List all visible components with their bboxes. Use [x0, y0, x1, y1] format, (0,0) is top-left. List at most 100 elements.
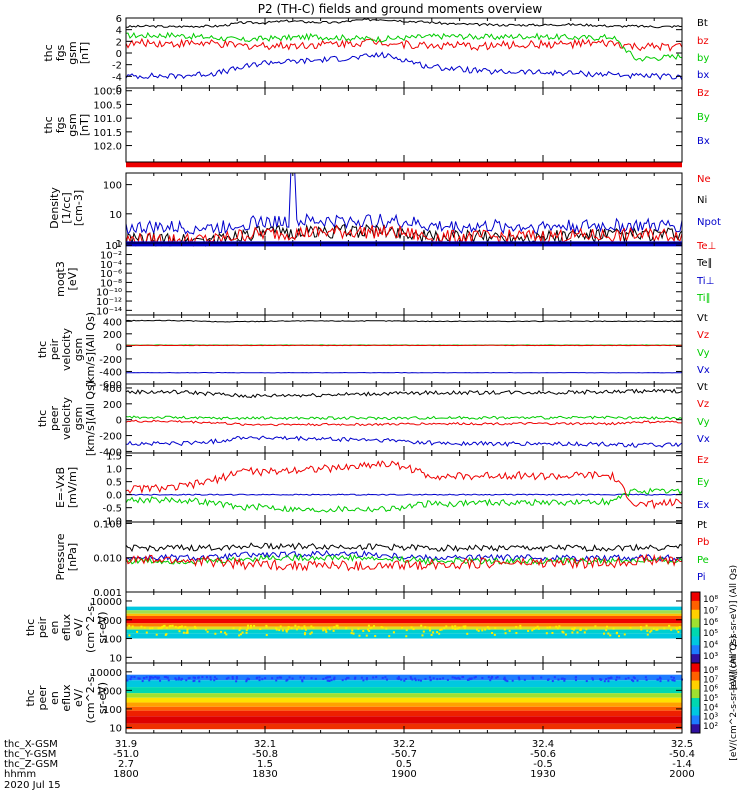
spectrogram-speck — [518, 678, 521, 681]
ephem-value: 1830 — [252, 769, 277, 780]
ylabel-line: thc — [24, 619, 37, 636]
spectrogram-band — [126, 615, 682, 619]
spectrogram-speck — [458, 677, 461, 680]
colorbar-tick-label: 10³ — [703, 652, 718, 662]
spectrogram-speck — [428, 676, 431, 679]
panel-3: Density [1/cc] [cm-3] 100 10 1 Ne Ni Npot — [48, 172, 721, 250]
spectrogram-speck — [166, 676, 169, 679]
spectrogram-speck — [322, 629, 325, 632]
spectrogram-speck — [451, 625, 454, 628]
colorbar-segment — [691, 618, 700, 628]
ylabel-line: thc — [42, 116, 55, 133]
spectrogram-speck — [457, 676, 460, 679]
spectrogram-speck — [511, 679, 514, 682]
ephem-value: 1800 — [113, 769, 138, 780]
spectrogram-speck — [205, 676, 208, 679]
spectrogram-band — [126, 613, 682, 616]
legend-entry-Pe: Pe — [697, 555, 709, 566]
legend-entry-bz: bz — [697, 36, 709, 47]
spectrogram-speck — [186, 628, 189, 631]
spectrogram-speck — [462, 625, 465, 628]
colorbar-tick-label: 10⁴ — [703, 641, 718, 651]
legend-entry-Npot: Npot — [697, 217, 721, 228]
ytick-label: -0.5 — [102, 504, 122, 515]
spectrogram-speck — [290, 627, 293, 630]
spectrogram-speck — [304, 632, 307, 635]
spectrogram-speck — [392, 631, 395, 634]
spectrogram-speck — [261, 678, 264, 681]
spectrogram-speck — [165, 676, 168, 679]
spectrogram-speck — [165, 626, 168, 629]
colorbar-tick-label: 10⁶ — [703, 618, 718, 628]
ephem-value: -50.7 — [391, 749, 417, 760]
spectrogram-speck — [533, 627, 536, 630]
spectrogram-speck — [374, 635, 377, 638]
spectrogram-speck — [368, 629, 371, 632]
colorbar-tick-label: 10⁸ — [703, 595, 718, 605]
spectrogram-speck — [367, 628, 370, 631]
spectrogram-speck — [275, 679, 278, 682]
spectrogram-speck — [126, 679, 129, 682]
colorbar-segment — [691, 600, 700, 611]
spectrogram-speck — [504, 679, 507, 682]
spectrogram-speck — [675, 628, 678, 631]
spectrogram-speck — [214, 632, 217, 635]
legend: Te⊥ Te∥ Ti⊥ Ti∥ — [696, 241, 716, 304]
spectrogram-speck — [458, 626, 461, 629]
ylabel-line: peir — [48, 338, 61, 360]
spectrogram-speck — [506, 680, 509, 683]
spectrogram-speck — [291, 677, 294, 680]
spectrogram-speck — [668, 625, 671, 628]
spectrogram-speck — [158, 676, 161, 679]
spectrogram-speck — [585, 628, 588, 631]
spectrogram-speck — [414, 677, 417, 680]
ephem-row-label: hhmm — [4, 769, 36, 780]
spectrogram-speck — [161, 625, 164, 628]
spectrogram-speck — [401, 626, 404, 629]
ytick-label: 10⁻¹⁰ — [96, 288, 122, 299]
spectrogram-speck — [333, 676, 336, 679]
ephem-value: -50.8 — [252, 749, 278, 760]
spectrogram-speck — [677, 630, 680, 633]
spectrogram-speck — [493, 633, 496, 636]
spectrogram-speck — [649, 630, 652, 633]
ytick-label: 0 — [116, 49, 122, 60]
spectrogram-speck — [149, 677, 152, 680]
legend-entry-Ne: Ne — [697, 174, 711, 185]
spectrogram-speck — [486, 626, 489, 629]
colorbar-segment — [691, 609, 700, 620]
panel-frame — [125, 242, 683, 316]
ylabel-line: moqt3 — [54, 261, 67, 297]
ytick-label: 4 — [116, 26, 122, 37]
spectrogram-speck — [337, 626, 340, 629]
ytick-label: 10 — [109, 210, 122, 221]
spectrogram-speck — [324, 629, 327, 632]
spectrogram-speck — [615, 676, 618, 679]
colorbar-segment — [691, 654, 700, 664]
series-line-Ex — [125, 493, 683, 496]
spectrogram-speck — [534, 626, 537, 629]
spectrogram-speck — [148, 676, 151, 679]
ephem-value: -50.4 — [669, 749, 695, 760]
panel-10: thc peer en eflux eV/(cm^2-s-sr-eV) 10⁸10⁷10⁶… — [24, 635, 739, 760]
ytick-label: 102.0 — [93, 142, 122, 153]
colorbar-tick-label: 10³ — [703, 713, 718, 723]
ytick-label: -2 — [112, 61, 122, 72]
spectrogram-speck — [436, 631, 439, 634]
spectrogram-speck — [159, 679, 162, 682]
spectrogram-speck — [451, 627, 454, 630]
spectrogram-speck — [231, 675, 234, 678]
spectrogram-speck — [333, 678, 336, 681]
spectrogram-speck — [603, 632, 606, 635]
spectrogram-speck — [545, 632, 548, 635]
spectrogram-speck — [645, 678, 648, 681]
spectrogram-speck — [655, 628, 658, 631]
spectrogram-speck — [607, 677, 610, 680]
spectrogram-speck — [265, 624, 268, 627]
spectrogram-speck — [546, 678, 549, 681]
spectrogram-speck — [246, 627, 249, 630]
spectrogram-speck — [650, 629, 653, 632]
ytick-label: 100.0 — [93, 87, 122, 98]
spectrogram-speck — [287, 625, 290, 628]
spectrogram-speck — [193, 625, 196, 628]
